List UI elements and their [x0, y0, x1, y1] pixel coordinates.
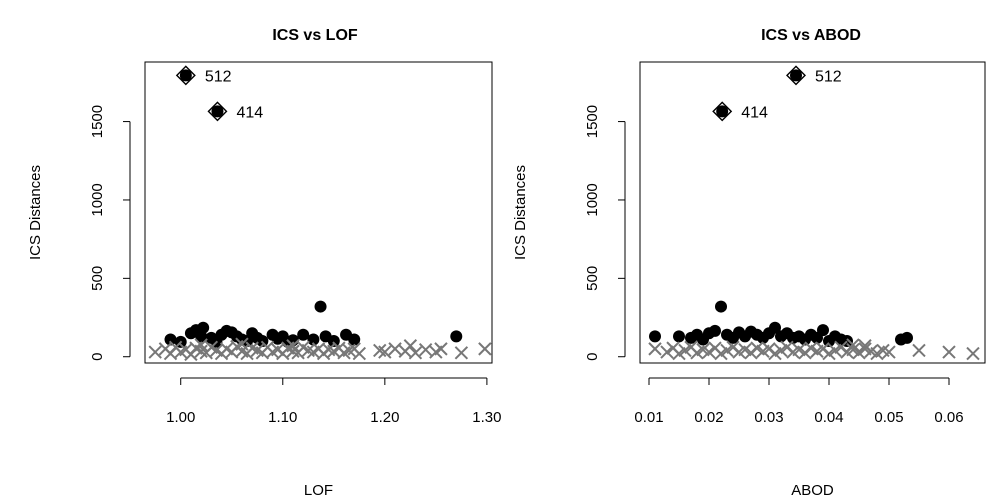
plot-frame: [639, 61, 986, 364]
outlier-diamond: [786, 65, 806, 86]
cross-point: [352, 346, 367, 361]
filled-point: [314, 300, 327, 313]
y-tick-label: 500: [584, 266, 601, 291]
data-points: [148, 300, 492, 362]
outlier-point: 414: [207, 101, 263, 122]
cross-point: [148, 345, 162, 359]
outlier-label: 414: [741, 104, 768, 121]
y-tick-label: 1500: [89, 105, 106, 138]
cross-point: [434, 342, 448, 356]
y-tick-label: 1000: [89, 183, 106, 216]
x-tick-label: 0.04: [814, 409, 843, 426]
x-tick-label: 1.10: [268, 409, 297, 426]
x-axis-label: ABOD: [791, 482, 834, 499]
cross-point: [912, 343, 926, 358]
chart-title: ICS vs LOF: [272, 27, 358, 44]
plot-frame: [144, 61, 493, 364]
outlier-point: 512: [175, 65, 232, 86]
filled-point: [901, 331, 913, 344]
y-tick-label: 500: [89, 266, 106, 291]
cross-point: [942, 345, 956, 359]
cross-point: [478, 342, 492, 356]
chart-title: ICS vs ABOD: [761, 27, 861, 44]
cross-point: [454, 346, 469, 360]
x-tick-label: 0.02: [694, 409, 723, 426]
outlier-dot: [179, 69, 192, 82]
filled-point: [649, 330, 661, 343]
outlier-label: 414: [236, 104, 263, 121]
outlier-label: 512: [205, 68, 232, 85]
y-axis: 0 500 1000 1500: [584, 105, 626, 361]
y-tick-label: 0: [584, 353, 601, 361]
cross-point: [660, 345, 674, 359]
filled-point: [769, 321, 781, 334]
x-tick-label: 1.00: [166, 409, 195, 426]
cross-point: [388, 342, 402, 356]
cross-point: [235, 337, 249, 351]
x-axis-label: LOF: [304, 482, 333, 499]
outlier-label: 512: [815, 68, 842, 85]
filled-point: [241, 335, 254, 348]
chart-panel-ics-vs-abod: ICS vs ABOD 0.01 0.02 0.03 0.04 0.05 0.06 ABOD 0…: [512, 27, 986, 499]
y-tick-label: 1000: [584, 183, 601, 216]
x-axis: 1.00 1.10 1.20 1.30: [166, 377, 501, 426]
filled-point: [297, 328, 310, 341]
x-tick-label: 1.20: [370, 409, 399, 426]
cross-point: [702, 345, 716, 359]
cross-point: [286, 339, 300, 353]
y-axis-label: ICS Distances: [27, 165, 44, 260]
x-tick-label: 0.05: [874, 409, 903, 426]
y-axis-label: ICS Distances: [512, 165, 529, 260]
cross-point: [194, 338, 208, 352]
cross-point: [378, 345, 392, 359]
cross-point: [648, 342, 662, 356]
outlier-point: 414: [712, 101, 768, 122]
outlier-diamond: [712, 101, 733, 122]
outlier-dot: [211, 105, 224, 118]
cross-point: [846, 338, 860, 352]
outlier-dot: [716, 105, 729, 118]
chart-panel-ics-vs-lof: ICS vs LOF 1.00 1.10 1.20 1.30 LOF 0 500 1000 150…: [27, 27, 501, 499]
filled-point: [709, 324, 721, 337]
cross-point: [882, 345, 896, 359]
outlier-point: 512: [786, 65, 842, 86]
filled-point: [715, 300, 727, 313]
data-points: [648, 300, 980, 361]
y-tick-label: 0: [89, 353, 106, 361]
x-tick-label: 0.01: [634, 409, 663, 426]
filled-point: [327, 335, 340, 348]
outlier-dot: [790, 69, 802, 82]
x-tick-label: 0.06: [934, 409, 963, 426]
filled-point: [348, 333, 361, 346]
filled-point: [673, 330, 685, 343]
outlier-diamond: [175, 65, 196, 86]
filled-point: [450, 330, 463, 343]
cross-point: [418, 342, 433, 357]
y-tick-label: 1500: [584, 105, 601, 138]
filled-point: [307, 333, 320, 346]
filled-point: [197, 321, 210, 334]
x-axis: 0.01 0.02 0.03 0.04 0.05 0.06: [634, 377, 964, 426]
cross-point: [858, 339, 872, 353]
filled-point: [817, 324, 829, 337]
y-axis: 0 500 1000 1500: [89, 105, 131, 361]
outlier-diamond: [207, 101, 228, 122]
filled-point: [164, 333, 177, 346]
cross-point: [403, 339, 418, 353]
cross-point: [408, 346, 423, 360]
x-tick-label: 1.30: [472, 409, 501, 426]
x-tick-label: 0.03: [754, 409, 783, 426]
cross-point: [966, 346, 980, 361]
